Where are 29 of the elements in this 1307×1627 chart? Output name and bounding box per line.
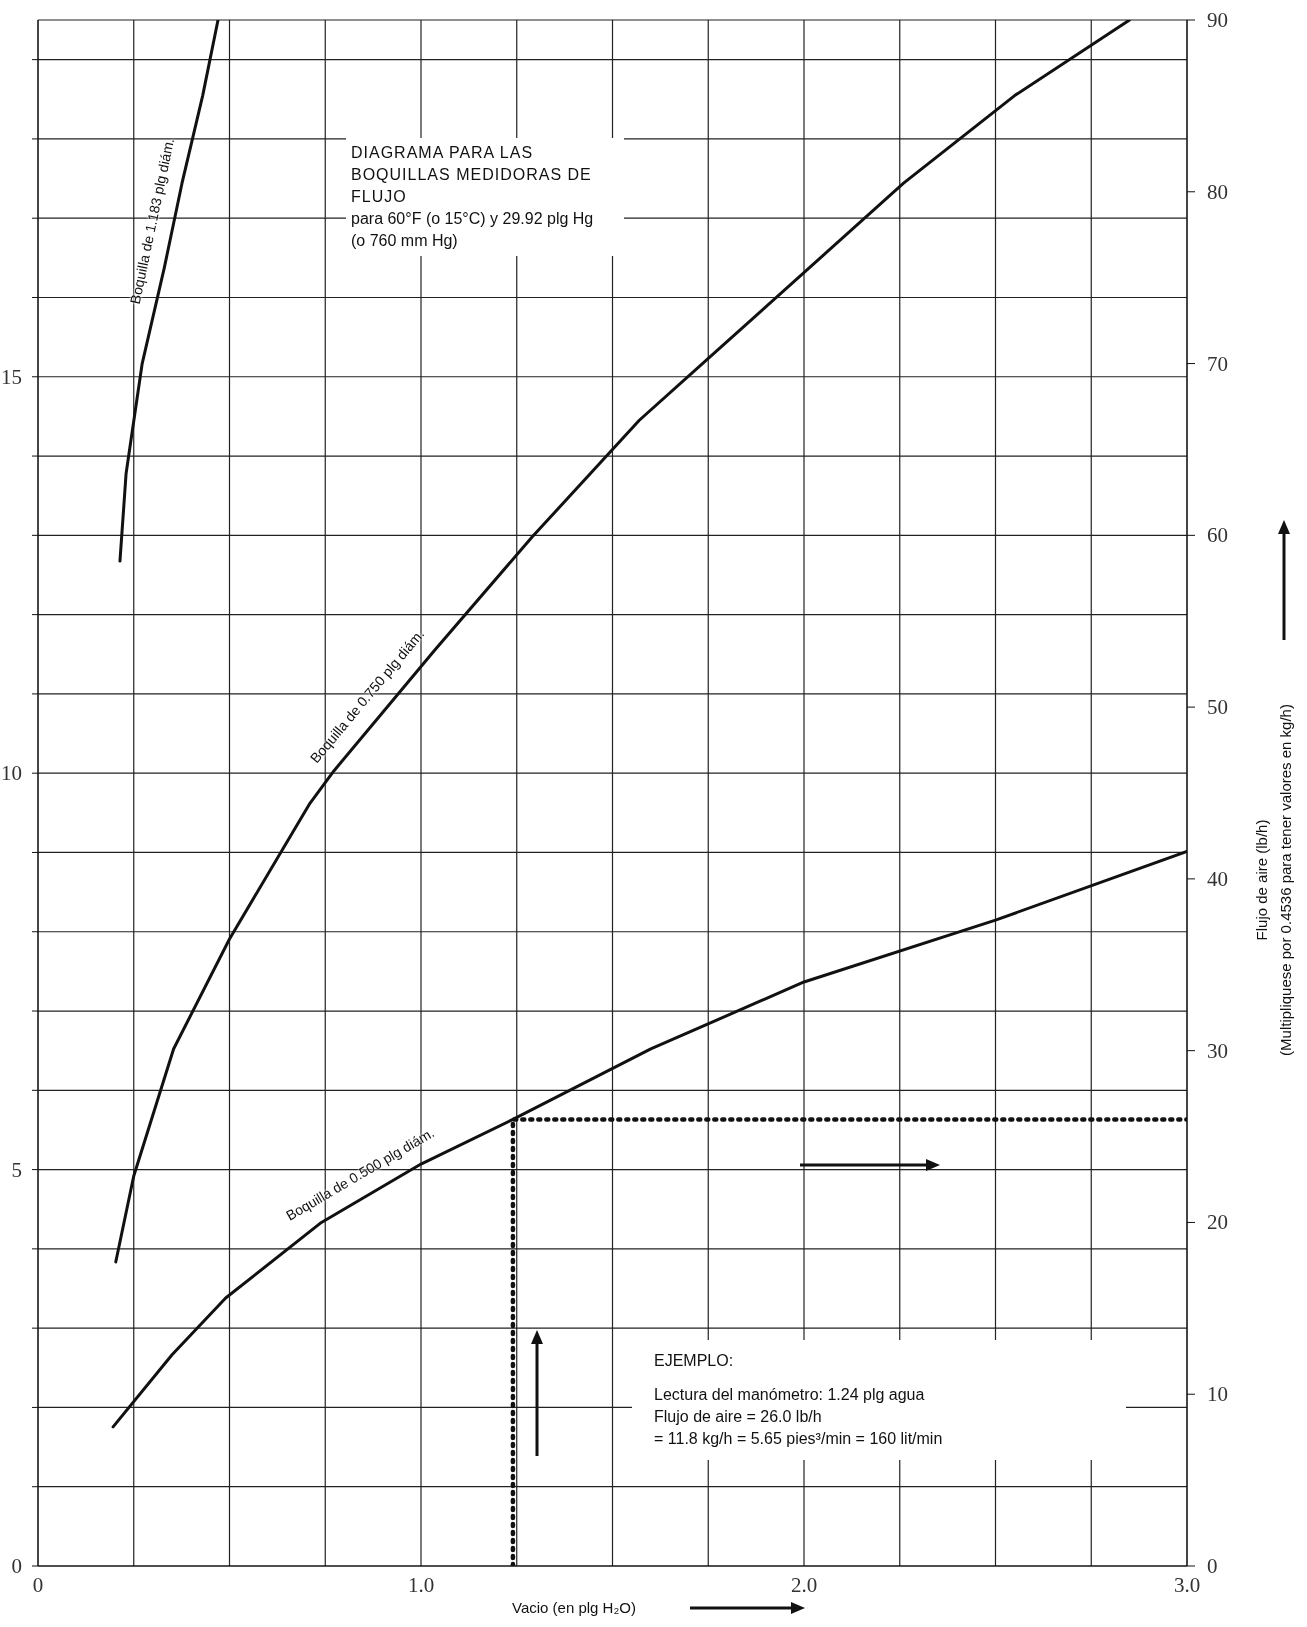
x-tick-label: 3.0 <box>1173 1573 1201 1597</box>
annotation: = 11.8 kg/h = 5.65 pies³/min = 160 lit/min <box>654 1429 944 1449</box>
y2-tick-label: 10 <box>1207 1382 1228 1407</box>
y-tick-label: 15 <box>1 364 22 389</box>
y2-tick-label: 20 <box>1207 1210 1228 1235</box>
annotation: Lectura del manómetro: 1.24 plg agua <box>654 1385 926 1405</box>
annotation: EJEMPLO: <box>654 1351 735 1371</box>
line-series <box>114 20 1132 1264</box>
text: (Multipliquese por 0.4536 para tener valores en kg/h) <box>1276 704 1294 1056</box>
y-tick-label: 10 <box>1 761 22 786</box>
y2-tick-label: 30 <box>1207 1038 1228 1063</box>
x-axis-title: Vacio (en plg H₂O) <box>512 1599 636 1616</box>
x-tick-label: 1.0 <box>407 1573 435 1597</box>
note-box: DIAGRAMA PARA LAS BOQUILLAS MEDIDORAS DE FLUJO para 60°F (o 15°C) y 29.92 plg Hg (o 760 mm Hg) <box>346 138 624 256</box>
y2-tick-label: 80 <box>1207 179 1228 204</box>
y2-tick-label: 90 <box>1207 8 1228 32</box>
annotation: Flujo de aire = 26.0 lb/h <box>654 1407 823 1427</box>
y2-tick-label: 60 <box>1207 523 1228 548</box>
y2-axis-title: Flujo de aire (lb/h) <box>1252 819 1270 941</box>
y2-tick-label: 40 <box>1207 866 1228 891</box>
y-tick-label: 5 <box>11 1157 22 1182</box>
text: Boquilla de 1.183 plg diám. <box>126 135 178 308</box>
y2-tick-label: 70 <box>1207 351 1228 376</box>
line-series <box>118 20 220 563</box>
x-tick-label: 2.0 <box>790 1573 818 1597</box>
y-tick-label: 0 <box>11 1554 22 1578</box>
y2-tick-label: 0 <box>1207 1554 1218 1578</box>
y2-tick-label: 50 <box>1207 695 1228 720</box>
x-tick-label: 0 <box>32 1573 44 1597</box>
